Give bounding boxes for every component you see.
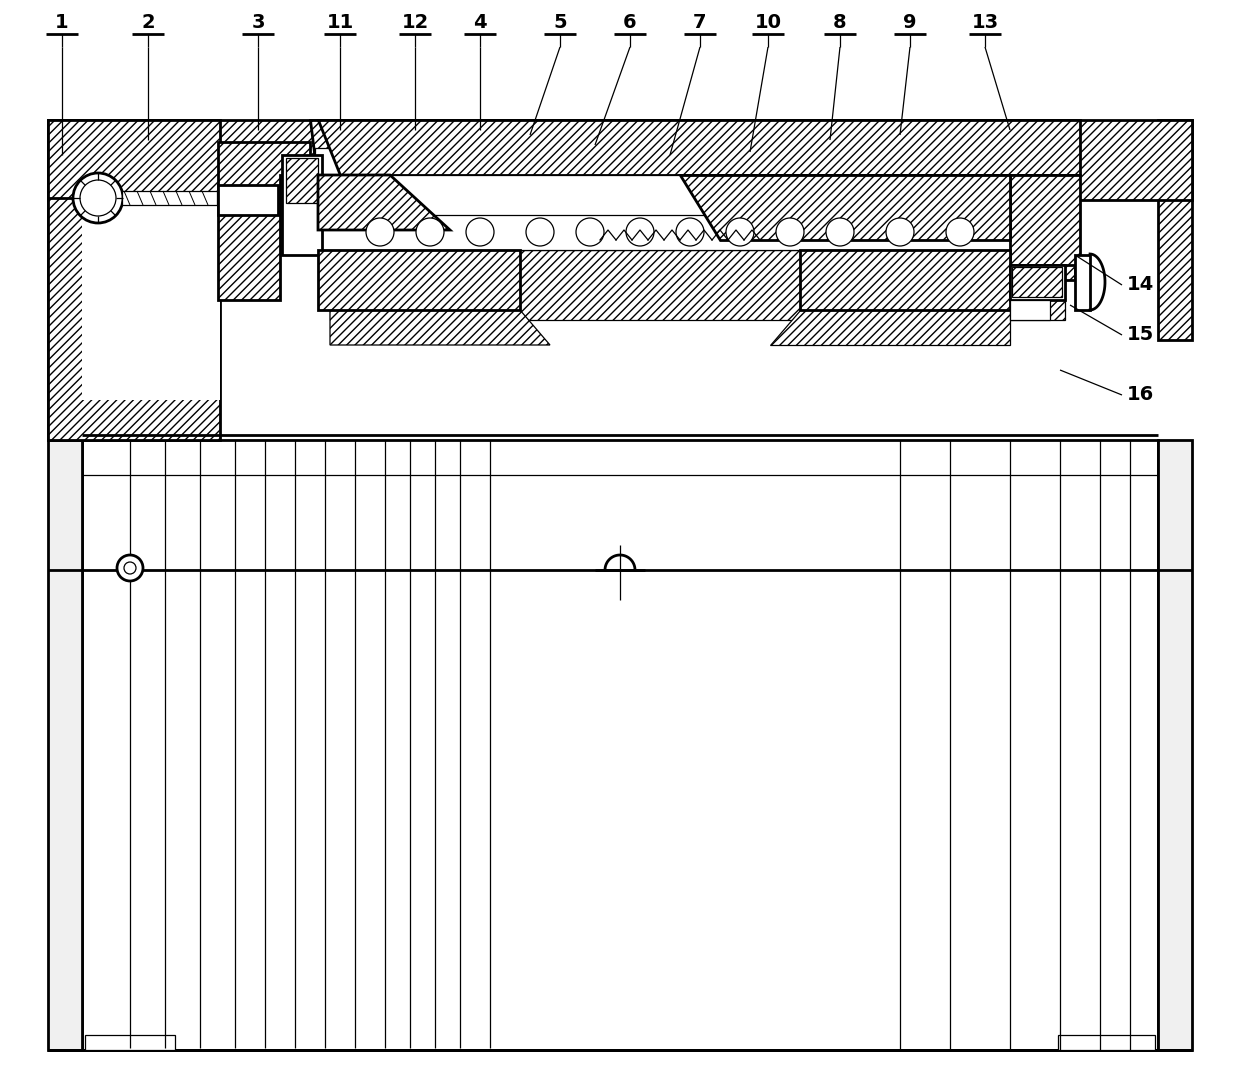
Circle shape (415, 218, 444, 246)
Polygon shape (330, 250, 1065, 319)
Bar (82, 200, 219, 400)
Circle shape (776, 218, 804, 246)
Polygon shape (218, 142, 310, 300)
Polygon shape (317, 120, 1080, 175)
Bar (330, 175, 1011, 230)
Text: 13: 13 (971, 13, 998, 31)
Circle shape (366, 218, 394, 246)
Bar (122, 191, 217, 205)
Circle shape (626, 218, 653, 246)
Bar (82, 440, 1158, 1051)
Text: 8: 8 (833, 13, 847, 31)
Polygon shape (800, 250, 1011, 310)
Bar (315, 148, 1021, 218)
Circle shape (826, 218, 854, 246)
Circle shape (124, 562, 136, 574)
Polygon shape (1011, 175, 1080, 265)
Bar (317, 216, 1018, 250)
Text: 6: 6 (624, 13, 637, 31)
Text: 14: 14 (1126, 275, 1153, 295)
Polygon shape (680, 175, 1011, 240)
Polygon shape (330, 310, 551, 345)
Text: 10: 10 (754, 13, 781, 31)
Text: 2: 2 (141, 13, 155, 31)
Polygon shape (48, 120, 82, 440)
Circle shape (466, 218, 494, 246)
Circle shape (577, 218, 604, 246)
Polygon shape (1158, 120, 1192, 340)
Circle shape (676, 218, 704, 246)
Text: 9: 9 (903, 13, 916, 31)
Bar (1011, 300, 1050, 319)
Text: 12: 12 (402, 13, 429, 31)
Bar (286, 158, 317, 203)
Circle shape (73, 173, 123, 223)
Polygon shape (1158, 440, 1192, 1051)
Polygon shape (48, 120, 1192, 200)
Bar (86, 1035, 175, 1051)
Polygon shape (218, 185, 278, 216)
Text: 5: 5 (553, 13, 567, 31)
Text: 7: 7 (693, 13, 707, 31)
Polygon shape (317, 175, 450, 230)
Circle shape (946, 218, 973, 246)
Circle shape (526, 218, 554, 246)
Text: 3: 3 (252, 13, 265, 31)
Polygon shape (310, 120, 1075, 280)
Bar (1011, 265, 1065, 300)
Polygon shape (48, 120, 219, 440)
Polygon shape (317, 250, 520, 310)
Polygon shape (770, 310, 1011, 345)
Text: 1: 1 (56, 13, 68, 31)
Circle shape (887, 218, 914, 246)
Text: 16: 16 (1126, 386, 1153, 404)
Text: 11: 11 (326, 13, 353, 31)
Circle shape (81, 180, 117, 216)
Bar (82, 155, 1063, 200)
Bar (1058, 1035, 1154, 1051)
Polygon shape (1075, 255, 1090, 310)
Text: 4: 4 (474, 13, 487, 31)
Bar (1012, 268, 1061, 297)
Polygon shape (48, 440, 82, 1051)
Text: 15: 15 (1126, 326, 1153, 344)
Circle shape (117, 554, 143, 580)
Bar (281, 155, 322, 255)
Circle shape (725, 218, 754, 246)
